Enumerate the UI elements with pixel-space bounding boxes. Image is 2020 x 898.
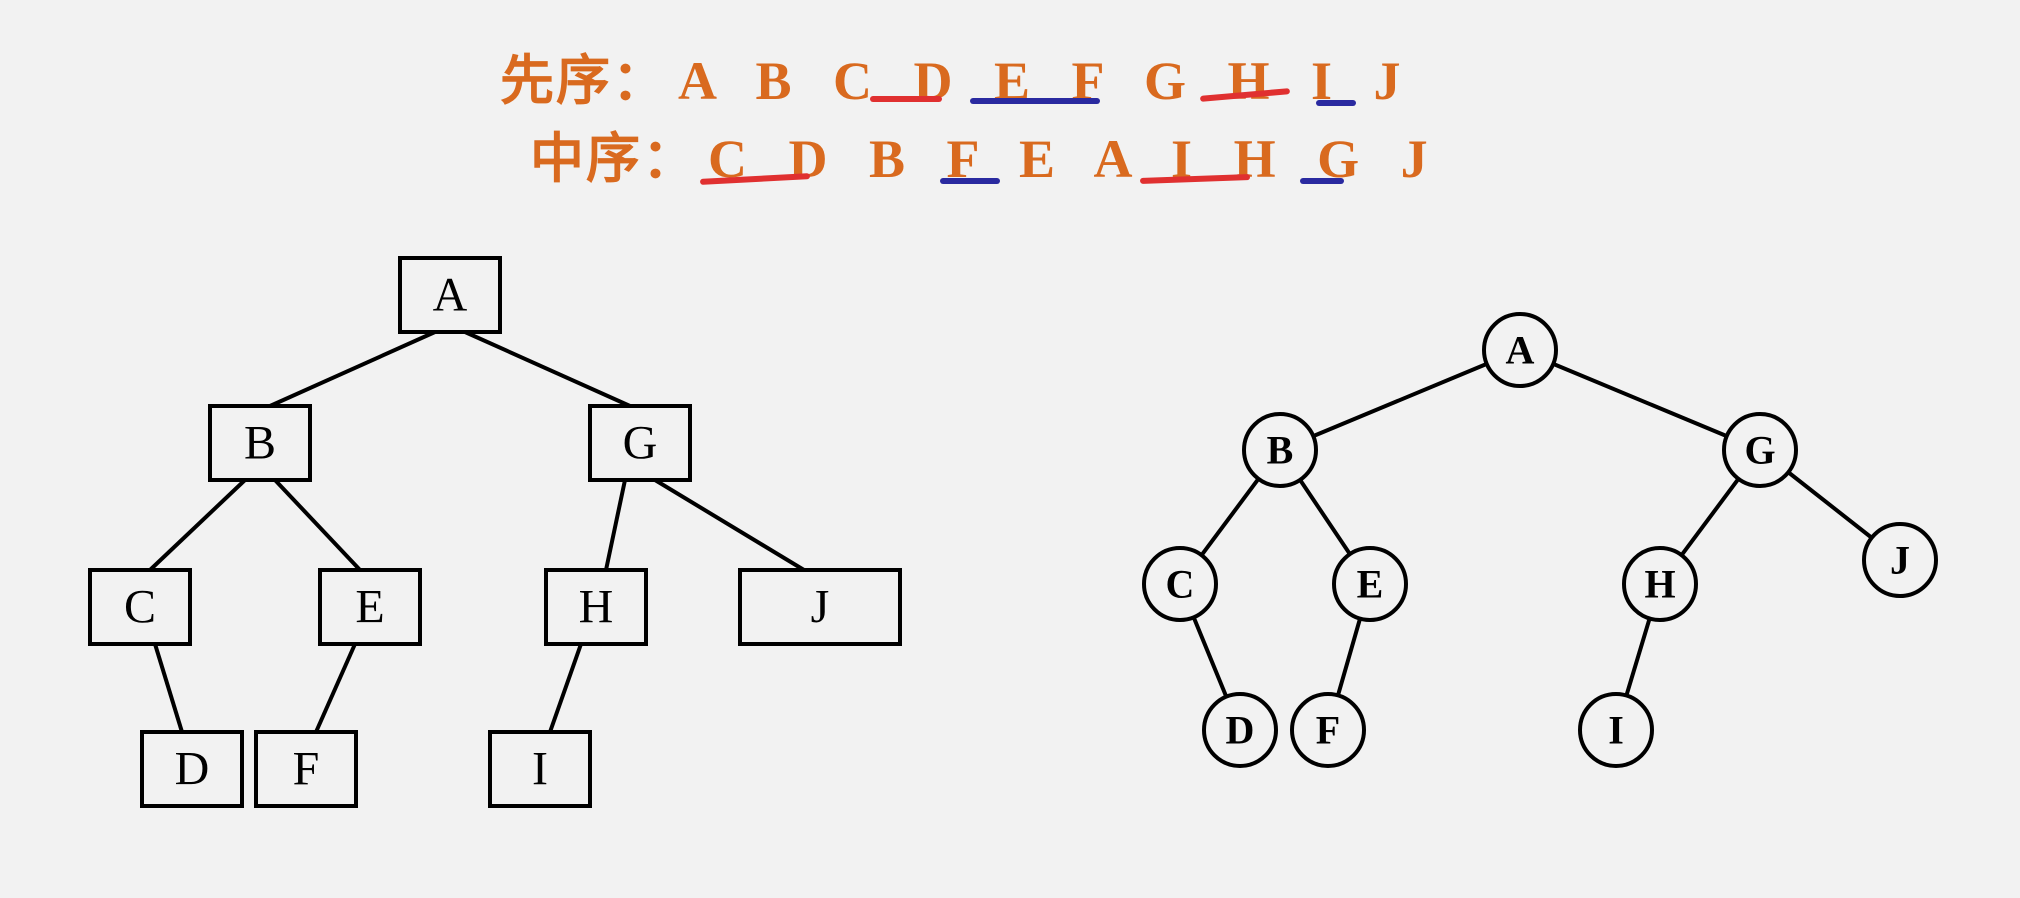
right-edge-G-J bbox=[1788, 472, 1871, 538]
right-edge-B-E bbox=[1300, 480, 1350, 554]
right-edge-B-C bbox=[1202, 479, 1259, 555]
left-edge-A-G bbox=[465, 332, 630, 406]
right-node-label-H: H bbox=[1644, 562, 1675, 607]
right-edge-G-H bbox=[1682, 479, 1739, 555]
tree-diagrams: A B G C E H J D F I A B G C E H J D F I bbox=[0, 0, 2020, 898]
right-edge-H-I bbox=[1626, 618, 1649, 695]
left-edge-G-H bbox=[606, 480, 625, 570]
right-node-label-F: F bbox=[1316, 708, 1340, 753]
left-node-label-I: I bbox=[532, 743, 548, 796]
left-node-label-D: D bbox=[175, 743, 210, 796]
left-node-label-H: H bbox=[579, 581, 614, 634]
left-edge-A-B bbox=[270, 332, 435, 406]
left-edge-C-D bbox=[155, 644, 182, 732]
right-node-label-G: G bbox=[1744, 428, 1775, 473]
left-node-label-E: E bbox=[355, 581, 384, 634]
right-node-label-A: A bbox=[1506, 328, 1535, 373]
right-edge-A-B bbox=[1313, 364, 1487, 436]
left-node-label-C: C bbox=[124, 581, 156, 634]
right-node-label-D: D bbox=[1226, 708, 1255, 753]
right-edge-C-D bbox=[1194, 617, 1227, 696]
left-node-label-A: A bbox=[433, 269, 468, 322]
left-edge-B-C bbox=[150, 480, 245, 570]
left-edge-G-J bbox=[655, 480, 804, 570]
right-edge-A-G bbox=[1553, 364, 1727, 436]
right-node-label-I: I bbox=[1608, 708, 1624, 753]
right-node-label-C: C bbox=[1166, 562, 1195, 607]
left-edge-B-E bbox=[275, 480, 360, 570]
left-edge-E-F bbox=[316, 644, 355, 732]
right-node-label-B: B bbox=[1267, 428, 1294, 473]
left-node-label-B: B bbox=[244, 417, 276, 470]
left-node-label-F: F bbox=[293, 743, 320, 796]
right-node-label-J: J bbox=[1890, 538, 1910, 583]
left-node-label-G: G bbox=[623, 417, 658, 470]
left-node-label-J: J bbox=[811, 581, 830, 634]
left-edge-H-I bbox=[550, 644, 581, 732]
right-node-label-E: E bbox=[1357, 562, 1384, 607]
right-edge-E-F bbox=[1338, 619, 1360, 696]
